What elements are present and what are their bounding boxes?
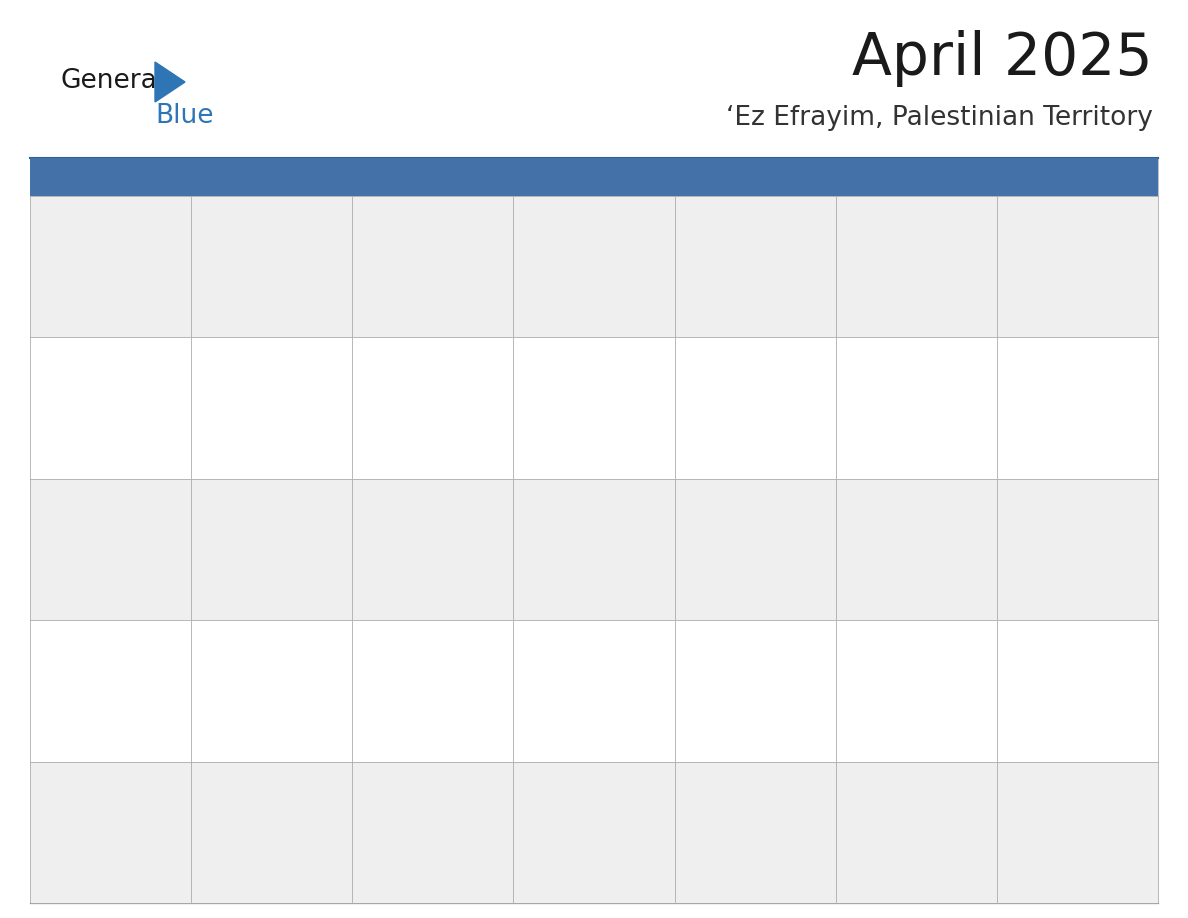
Text: Thursday: Thursday [683,168,769,186]
Text: Sunday: Sunday [38,168,107,186]
Text: Monday: Monday [200,168,272,186]
Text: Sunrise: 6:19 AM
Sunset: 7:03 PM
Daylight: 12 hours
and 44 minutes.: Sunrise: 6:19 AM Sunset: 7:03 PM Dayligh… [359,364,469,429]
Text: Sunrise: 6:21 AM
Sunset: 7:02 PM
Daylight: 12 hours
and 40 minutes.: Sunrise: 6:21 AM Sunset: 7:02 PM Dayligh… [37,364,146,429]
Text: 20: 20 [37,626,57,641]
Text: Sunrise: 6:00 AM
Sunset: 7:15 PM
Daylight: 13 hours
and 14 minutes.: Sunrise: 6:00 AM Sunset: 7:15 PM Dayligh… [682,646,791,711]
Text: Saturday: Saturday [1005,168,1089,186]
Text: 6: 6 [37,343,48,358]
Text: 11: 11 [842,343,864,358]
Text: Sunrise: 6:23 AM
Sunset: 7:01 PM
Daylight: 12 hours
and 38 minutes.: Sunrise: 6:23 AM Sunset: 7:01 PM Dayligh… [1004,222,1113,287]
Text: 13: 13 [37,485,57,499]
Text: 26: 26 [1004,626,1024,641]
Text: Sunrise: 6:09 AM
Sunset: 7:09 PM
Daylight: 12 hours
and 59 minutes.: Sunrise: 6:09 AM Sunset: 7:09 PM Dayligh… [520,505,630,570]
Text: 3: 3 [682,202,691,217]
Text: 4: 4 [842,202,853,217]
Text: Sunrise: 6:13 AM
Sunset: 7:07 PM
Daylight: 12 hours
and 53 minutes.: Sunrise: 6:13 AM Sunset: 7:07 PM Dayligh… [37,505,146,570]
Text: Sunrise: 6:01 AM
Sunset: 7:14 PM
Daylight: 13 hours
and 12 minutes.: Sunrise: 6:01 AM Sunset: 7:14 PM Dayligh… [520,646,630,711]
Text: 10: 10 [682,343,702,358]
Text: Sunrise: 6:05 AM
Sunset: 7:12 PM
Daylight: 13 hours
and 6 minutes.: Sunrise: 6:05 AM Sunset: 7:12 PM Dayligh… [37,646,146,711]
Text: 25: 25 [842,626,862,641]
Text: Sunrise: 6:08 AM
Sunset: 7:10 PM
Daylight: 13 hours
and 1 minute.: Sunrise: 6:08 AM Sunset: 7:10 PM Dayligh… [682,505,791,570]
Text: Sunrise: 6:07 AM
Sunset: 7:10 PM
Daylight: 13 hours
and 3 minutes.: Sunrise: 6:07 AM Sunset: 7:10 PM Dayligh… [842,505,953,570]
Text: Blue: Blue [154,103,214,129]
Text: 27: 27 [37,767,57,783]
Text: 30: 30 [520,767,541,783]
Text: 24: 24 [682,626,702,641]
Text: Sunrise: 5:54 AM
Sunset: 7:19 PM
Daylight: 13 hours
and 24 minutes.: Sunrise: 5:54 AM Sunset: 7:19 PM Dayligh… [520,788,630,853]
Text: Tuesday: Tuesday [360,168,436,186]
Polygon shape [154,62,185,102]
Text: Sunrise: 6:17 AM
Sunset: 7:05 PM
Daylight: 12 hours
and 48 minutes.: Sunrise: 6:17 AM Sunset: 7:05 PM Dayligh… [682,364,791,429]
Text: 22: 22 [359,626,379,641]
Text: Sunrise: 5:56 AM
Sunset: 7:17 PM
Daylight: 13 hours
and 21 minutes.: Sunrise: 5:56 AM Sunset: 7:17 PM Dayligh… [198,788,308,853]
Text: 14: 14 [198,485,219,499]
Text: 9: 9 [520,343,531,358]
Text: 15: 15 [359,485,380,499]
Text: 8: 8 [359,343,369,358]
Text: 19: 19 [1004,485,1024,499]
Text: Sunrise: 6:11 AM
Sunset: 7:08 PM
Daylight: 12 hours
and 57 minutes.: Sunrise: 6:11 AM Sunset: 7:08 PM Dayligh… [359,505,469,570]
Text: 16: 16 [520,485,541,499]
Text: April 2025: April 2025 [852,30,1154,87]
Text: Sunrise: 6:03 AM
Sunset: 7:13 PM
Daylight: 13 hours
and 10 minutes.: Sunrise: 6:03 AM Sunset: 7:13 PM Dayligh… [359,646,469,711]
Text: Sunrise: 6:06 AM
Sunset: 7:11 PM
Daylight: 13 hours
and 5 minutes.: Sunrise: 6:06 AM Sunset: 7:11 PM Dayligh… [1004,505,1113,570]
Text: Sunrise: 6:27 AM
Sunset: 6:59 PM
Daylight: 12 hours
and 32 minutes.: Sunrise: 6:27 AM Sunset: 6:59 PM Dayligh… [520,222,630,287]
Text: Sunrise: 6:04 AM
Sunset: 7:12 PM
Daylight: 13 hours
and 8 minutes.: Sunrise: 6:04 AM Sunset: 7:12 PM Dayligh… [198,646,308,711]
Text: Sunrise: 6:12 AM
Sunset: 7:08 PM
Daylight: 12 hours
and 55 minutes.: Sunrise: 6:12 AM Sunset: 7:08 PM Dayligh… [198,505,308,570]
Text: Sunrise: 5:57 AM
Sunset: 7:17 PM
Daylight: 13 hours
and 19 minutes.: Sunrise: 5:57 AM Sunset: 7:17 PM Dayligh… [37,788,146,853]
Text: 23: 23 [520,626,541,641]
Text: Wednesday: Wednesday [522,168,628,186]
Text: Sunrise: 5:59 AM
Sunset: 7:15 PM
Daylight: 13 hours
and 15 minutes.: Sunrise: 5:59 AM Sunset: 7:15 PM Dayligh… [842,646,953,711]
Text: Sunrise: 5:58 AM
Sunset: 7:16 PM
Daylight: 13 hours
and 17 minutes.: Sunrise: 5:58 AM Sunset: 7:16 PM Dayligh… [1004,646,1113,711]
Text: 21: 21 [198,626,219,641]
Text: ‘Ez Efrayim, Palestinian Territory: ‘Ez Efrayim, Palestinian Territory [726,105,1154,131]
Text: 18: 18 [842,485,864,499]
Text: Sunrise: 6:15 AM
Sunset: 7:06 PM
Daylight: 12 hours
and 50 minutes.: Sunrise: 6:15 AM Sunset: 7:06 PM Dayligh… [842,364,953,429]
Text: 29: 29 [359,767,379,783]
Text: Sunrise: 6:20 AM
Sunset: 7:03 PM
Daylight: 12 hours
and 42 minutes.: Sunrise: 6:20 AM Sunset: 7:03 PM Dayligh… [198,364,308,429]
Text: Sunrise: 5:55 AM
Sunset: 7:18 PM
Daylight: 13 hours
and 22 minutes.: Sunrise: 5:55 AM Sunset: 7:18 PM Dayligh… [359,788,469,853]
Text: 2: 2 [520,202,531,217]
Text: Sunrise: 6:18 AM
Sunset: 7:04 PM
Daylight: 12 hours
and 46 minutes.: Sunrise: 6:18 AM Sunset: 7:04 PM Dayligh… [520,364,630,429]
Text: 1: 1 [359,202,369,217]
Text: Sunrise: 6:14 AM
Sunset: 7:06 PM
Daylight: 12 hours
and 52 minutes.: Sunrise: 6:14 AM Sunset: 7:06 PM Dayligh… [1004,364,1113,429]
Text: Sunrise: 6:28 AM
Sunset: 6:59 PM
Daylight: 12 hours
and 30 minutes.: Sunrise: 6:28 AM Sunset: 6:59 PM Dayligh… [359,222,469,287]
Text: Sunrise: 6:24 AM
Sunset: 7:01 PM
Daylight: 12 hours
and 36 minutes.: Sunrise: 6:24 AM Sunset: 7:01 PM Dayligh… [842,222,953,287]
Text: General: General [61,68,164,94]
Text: 17: 17 [682,485,702,499]
Text: Sunrise: 6:25 AM
Sunset: 7:00 PM
Daylight: 12 hours
and 34 minutes.: Sunrise: 6:25 AM Sunset: 7:00 PM Dayligh… [682,222,791,287]
Text: 7: 7 [198,343,208,358]
Text: 12: 12 [1004,343,1024,358]
Text: 28: 28 [198,767,219,783]
Text: Friday: Friday [843,168,902,186]
Text: 5: 5 [1004,202,1015,217]
